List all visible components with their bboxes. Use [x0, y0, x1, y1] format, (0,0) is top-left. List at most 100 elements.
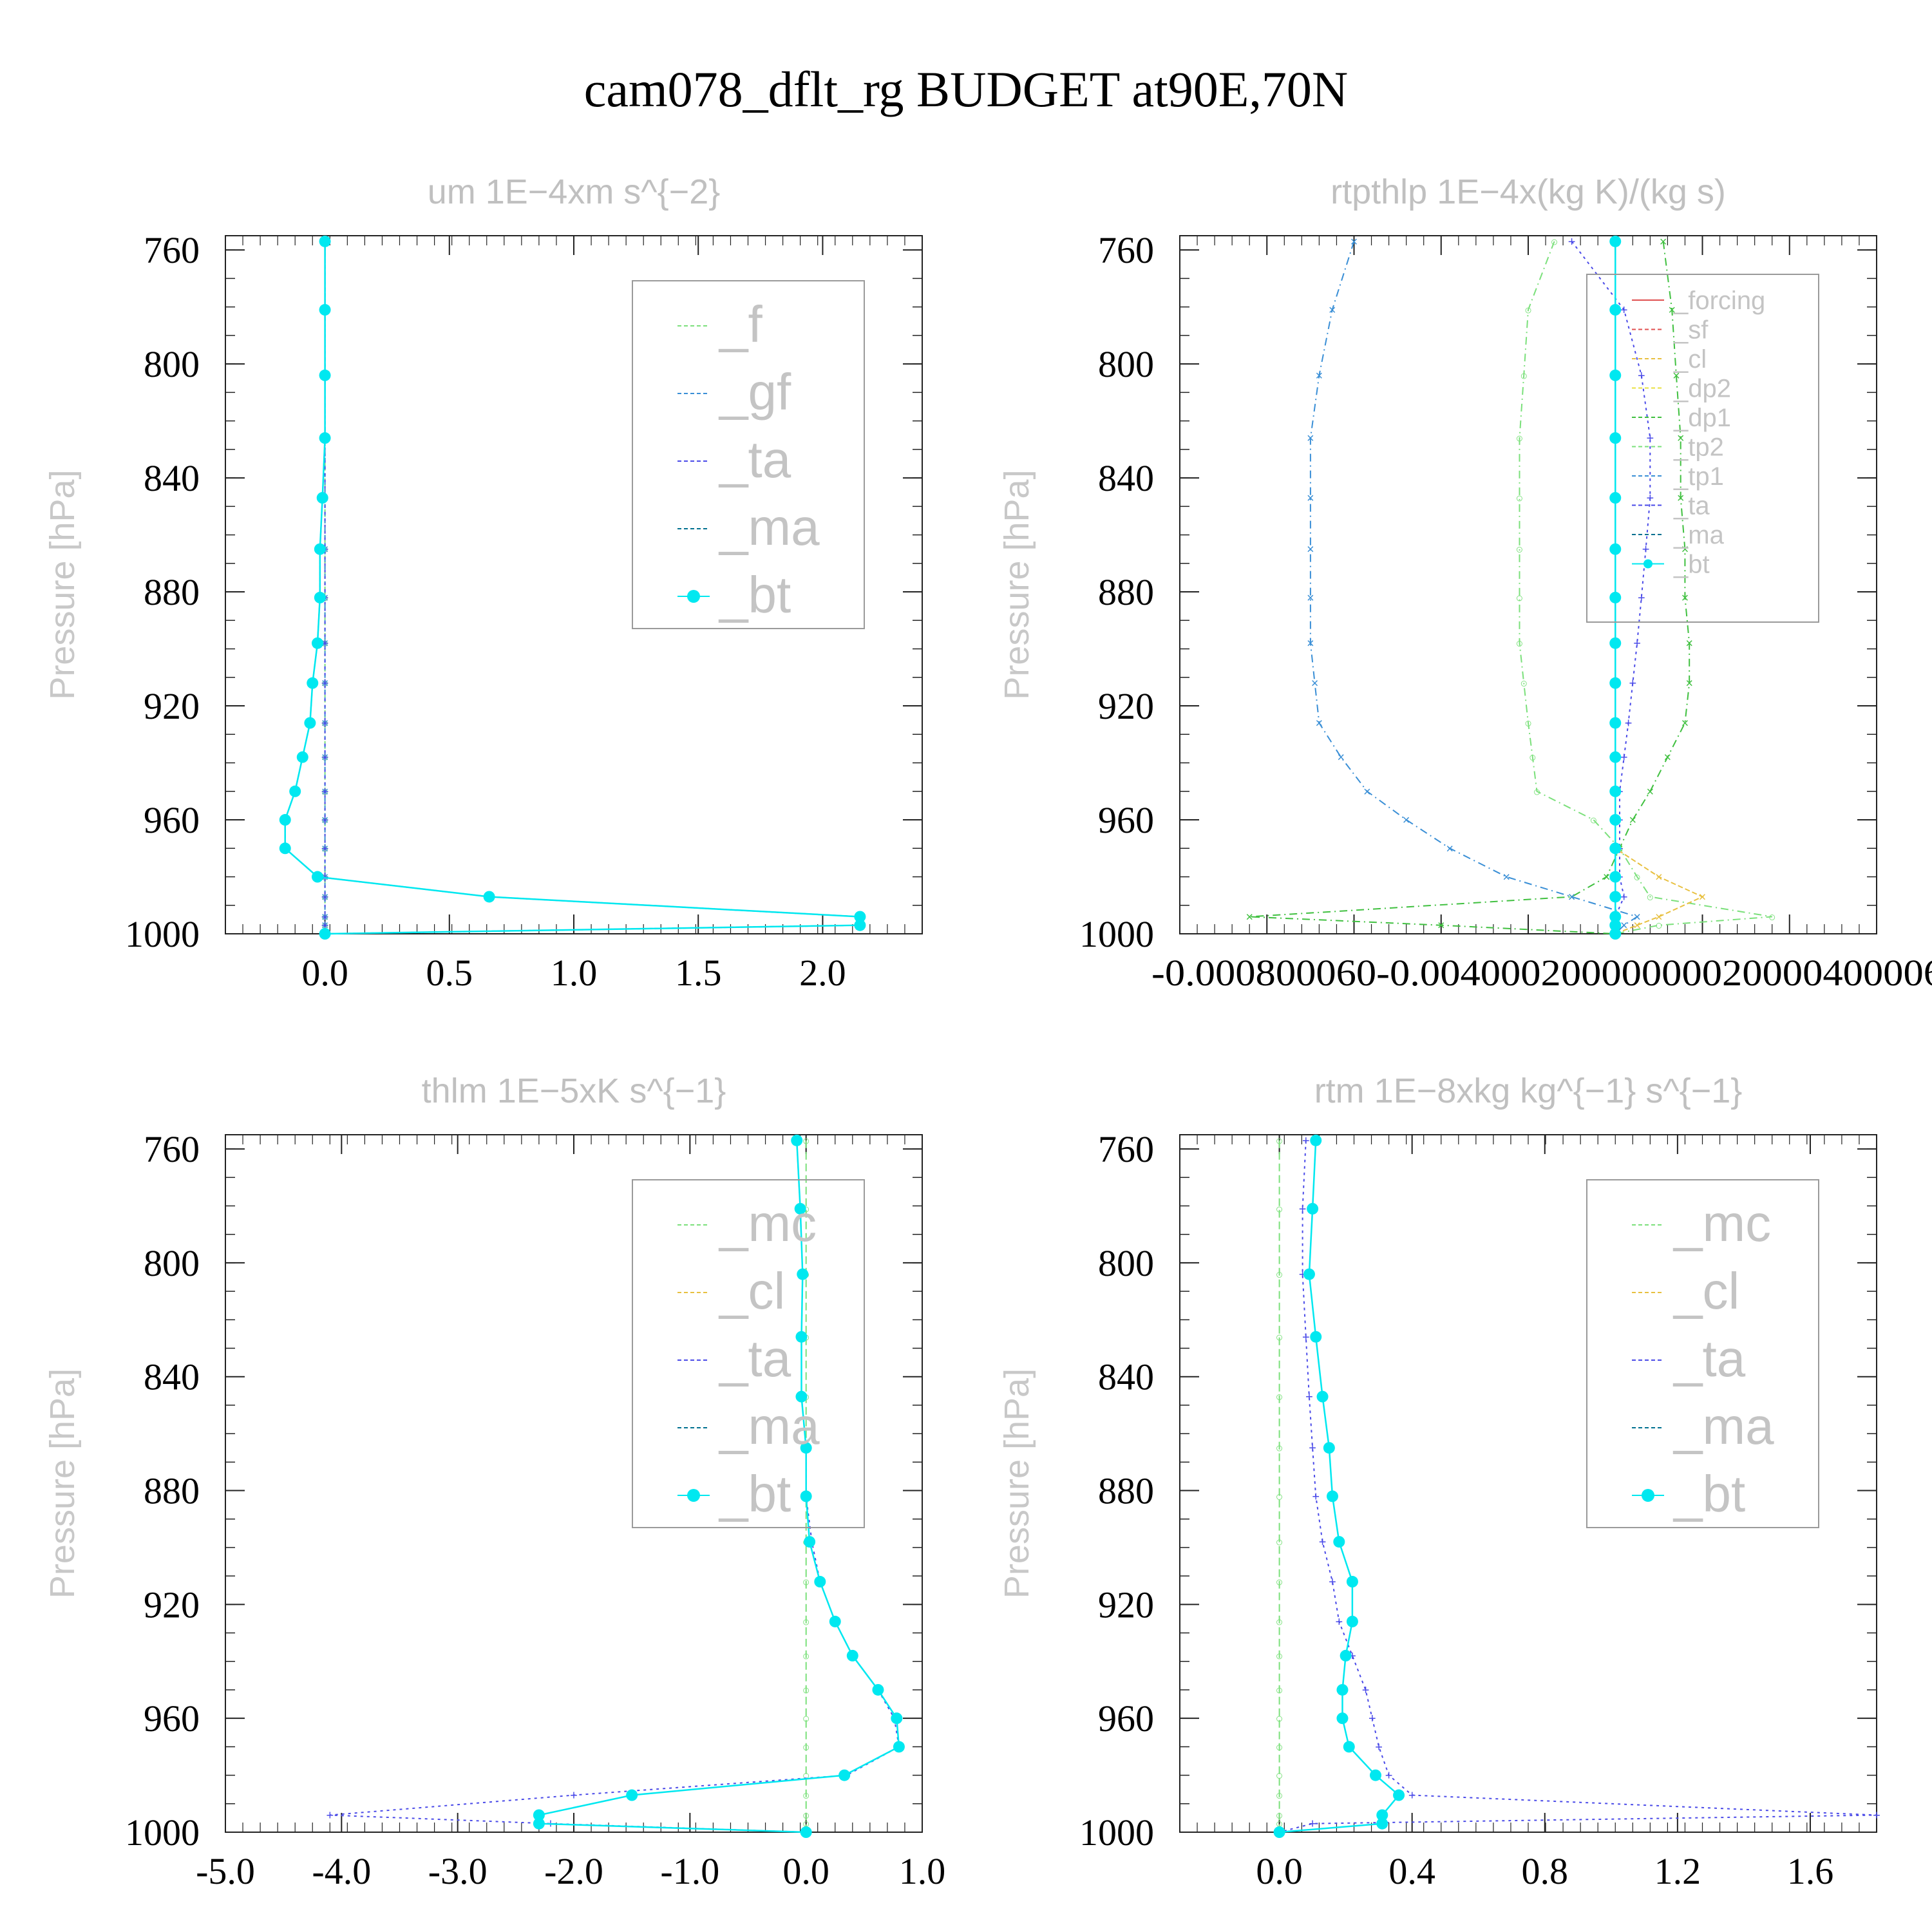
- data-point_bt: [1340, 1649, 1352, 1662]
- data-marker_mc: ○: [1276, 1683, 1283, 1698]
- data-point_bt: [1376, 1817, 1388, 1830]
- data-marker_tp1: ×: [1307, 543, 1314, 557]
- data-marker_mc: ○: [802, 1134, 810, 1148]
- data-marker_ta: +: [321, 842, 329, 856]
- legend-label_cl: _cl: [1672, 1262, 1739, 1320]
- y-tick-label: 920: [1098, 685, 1154, 727]
- data-marker_ta: +: [1319, 1535, 1327, 1549]
- legend-label_ma: _ma: [718, 1397, 820, 1455]
- y-tick-label: 840: [144, 457, 200, 499]
- legend-box: [632, 1179, 865, 1528]
- data-marker_ta: +: [1873, 1808, 1880, 1823]
- x-tick-label: 1.0: [899, 1850, 946, 1892]
- legend-label_gf: _gf: [718, 363, 791, 421]
- legend-label_cl: _cl: [1673, 345, 1707, 374]
- data-marker_mc: ○: [802, 1789, 810, 1803]
- data-point_bt: [1609, 785, 1622, 797]
- data-marker_ta: +: [321, 717, 329, 731]
- x-tick-label: 1.2: [1654, 1850, 1701, 1892]
- data-marker_ta: +: [1375, 1740, 1383, 1754]
- x-tick-label: 2.0: [799, 952, 846, 994]
- legend-box: [1586, 274, 1819, 623]
- data-marker_dp1: ×: [1660, 235, 1667, 249]
- data-marker_ta: +: [321, 677, 329, 691]
- data-point_bt: [1369, 1769, 1381, 1781]
- data-marker_ta: +: [1620, 303, 1628, 317]
- panel-2: rtpthlp 1E−4x(kg K)/(kg s) Pressure [hPa]…: [998, 173, 1932, 994]
- legend-label_ma: _ma: [1672, 1397, 1774, 1455]
- y-axis-label: Pressure [hPa]: [43, 1368, 82, 1598]
- data-point_bt: [319, 235, 331, 247]
- legend-label_tp1: _tp1: [1673, 462, 1724, 491]
- data-point_bt: [319, 928, 331, 940]
- data-marker_mc: ○: [1276, 1769, 1283, 1783]
- panel-4: rtm 1E−8xkg kg^{−1} s^{−1} Pressure [hPa]…: [998, 1072, 1880, 1892]
- data-marker_tp1: ×: [1307, 637, 1314, 651]
- data-marker_dp1: ×: [1685, 677, 1693, 691]
- y-tick-label: 960: [144, 799, 200, 841]
- data-marker_mc: ○: [802, 1769, 810, 1783]
- data-marker_gf: ×: [321, 717, 329, 731]
- data-point_bt: [1609, 751, 1622, 763]
- data-point_bt: [1609, 814, 1622, 826]
- legend-label_bt: _bt: [1673, 551, 1710, 579]
- data-marker_ta: +: [321, 919, 329, 933]
- data-marker_mc: ○: [802, 1808, 810, 1823]
- data-marker_dp1: ×: [1681, 591, 1689, 605]
- data-marker_dp1: ×: [1647, 785, 1654, 799]
- data-point_bt: [304, 717, 316, 729]
- legend-label_ta: _ta: [718, 1330, 791, 1387]
- data-marker_tp1: ×: [1329, 303, 1336, 317]
- data-point_bt: [872, 1683, 884, 1696]
- y-tick-label: 920: [1098, 1584, 1154, 1625]
- data-point_bt: [1609, 871, 1622, 883]
- data-marker_ta: +: [321, 637, 329, 651]
- data-marker_mc: ○: [1276, 1615, 1283, 1629]
- data-point_bt: [1609, 717, 1622, 729]
- data-marker_ta: +: [321, 751, 329, 765]
- data-point_bt: [797, 1268, 809, 1280]
- data-marker_tp2: ○: [1533, 785, 1540, 799]
- data-marker_dp1: ×: [1668, 303, 1676, 317]
- data-point_bt: [1303, 1268, 1315, 1280]
- data-marker_ta: +: [326, 1808, 334, 1823]
- legend-box: [1586, 1179, 1819, 1528]
- data-point_bt: [1609, 891, 1622, 903]
- data-marker_tp2: ○: [1589, 813, 1597, 828]
- data-marker_tp1: ×: [1316, 717, 1323, 731]
- data-marker_dp1: ×: [1568, 890, 1576, 904]
- data-marker_mc: ○: [802, 1575, 810, 1589]
- y-tick-label: 1000: [125, 1812, 200, 1853]
- data-marker_ta: +: [570, 1789, 578, 1803]
- y-tick-label: 800: [144, 343, 200, 385]
- data-point_bt: [296, 751, 308, 763]
- data-point_bt: [1343, 1741, 1355, 1753]
- data-point_bt: [854, 919, 866, 931]
- data-marker_cl: ×: [1699, 890, 1707, 904]
- data-marker_ta: +: [1368, 1712, 1376, 1726]
- y-axis-label: Pressure [hPa]: [43, 469, 82, 699]
- data-marker_cl: ×: [1655, 910, 1663, 924]
- data-marker_mc: ○: [1276, 1712, 1283, 1726]
- data-marker_tp2: ○: [1551, 235, 1558, 249]
- data-point_bt: [483, 891, 495, 903]
- x-tick-label: 1.6: [1787, 1850, 1834, 1892]
- data-point_bt: [1609, 919, 1622, 931]
- data-marker_gf: ×: [321, 890, 329, 904]
- legend-label_bt: _bt: [1672, 1465, 1745, 1522]
- data-marker_dp1: ×: [1437, 919, 1445, 933]
- data-point_bt: [311, 637, 323, 649]
- data-marker_ta: +: [1349, 1649, 1356, 1663]
- data-point_bt: [279, 814, 291, 826]
- data-marker_tp1: ×: [1350, 235, 1358, 249]
- data-marker_mc: ○: [1276, 1441, 1283, 1455]
- y-tick-label: 760: [1098, 1128, 1154, 1170]
- data-marker_dp1: ×: [1685, 637, 1693, 651]
- data-marker_mc: ○: [1276, 1789, 1283, 1803]
- data-point_bt: [1376, 1809, 1388, 1821]
- data-point_bt: [1609, 911, 1622, 923]
- data-marker_cl: ×: [1655, 871, 1663, 885]
- data-marker_ta: +: [1335, 1615, 1343, 1629]
- data-marker_ta: +: [1638, 369, 1645, 383]
- x-tick-label: 0.0: [782, 1850, 829, 1892]
